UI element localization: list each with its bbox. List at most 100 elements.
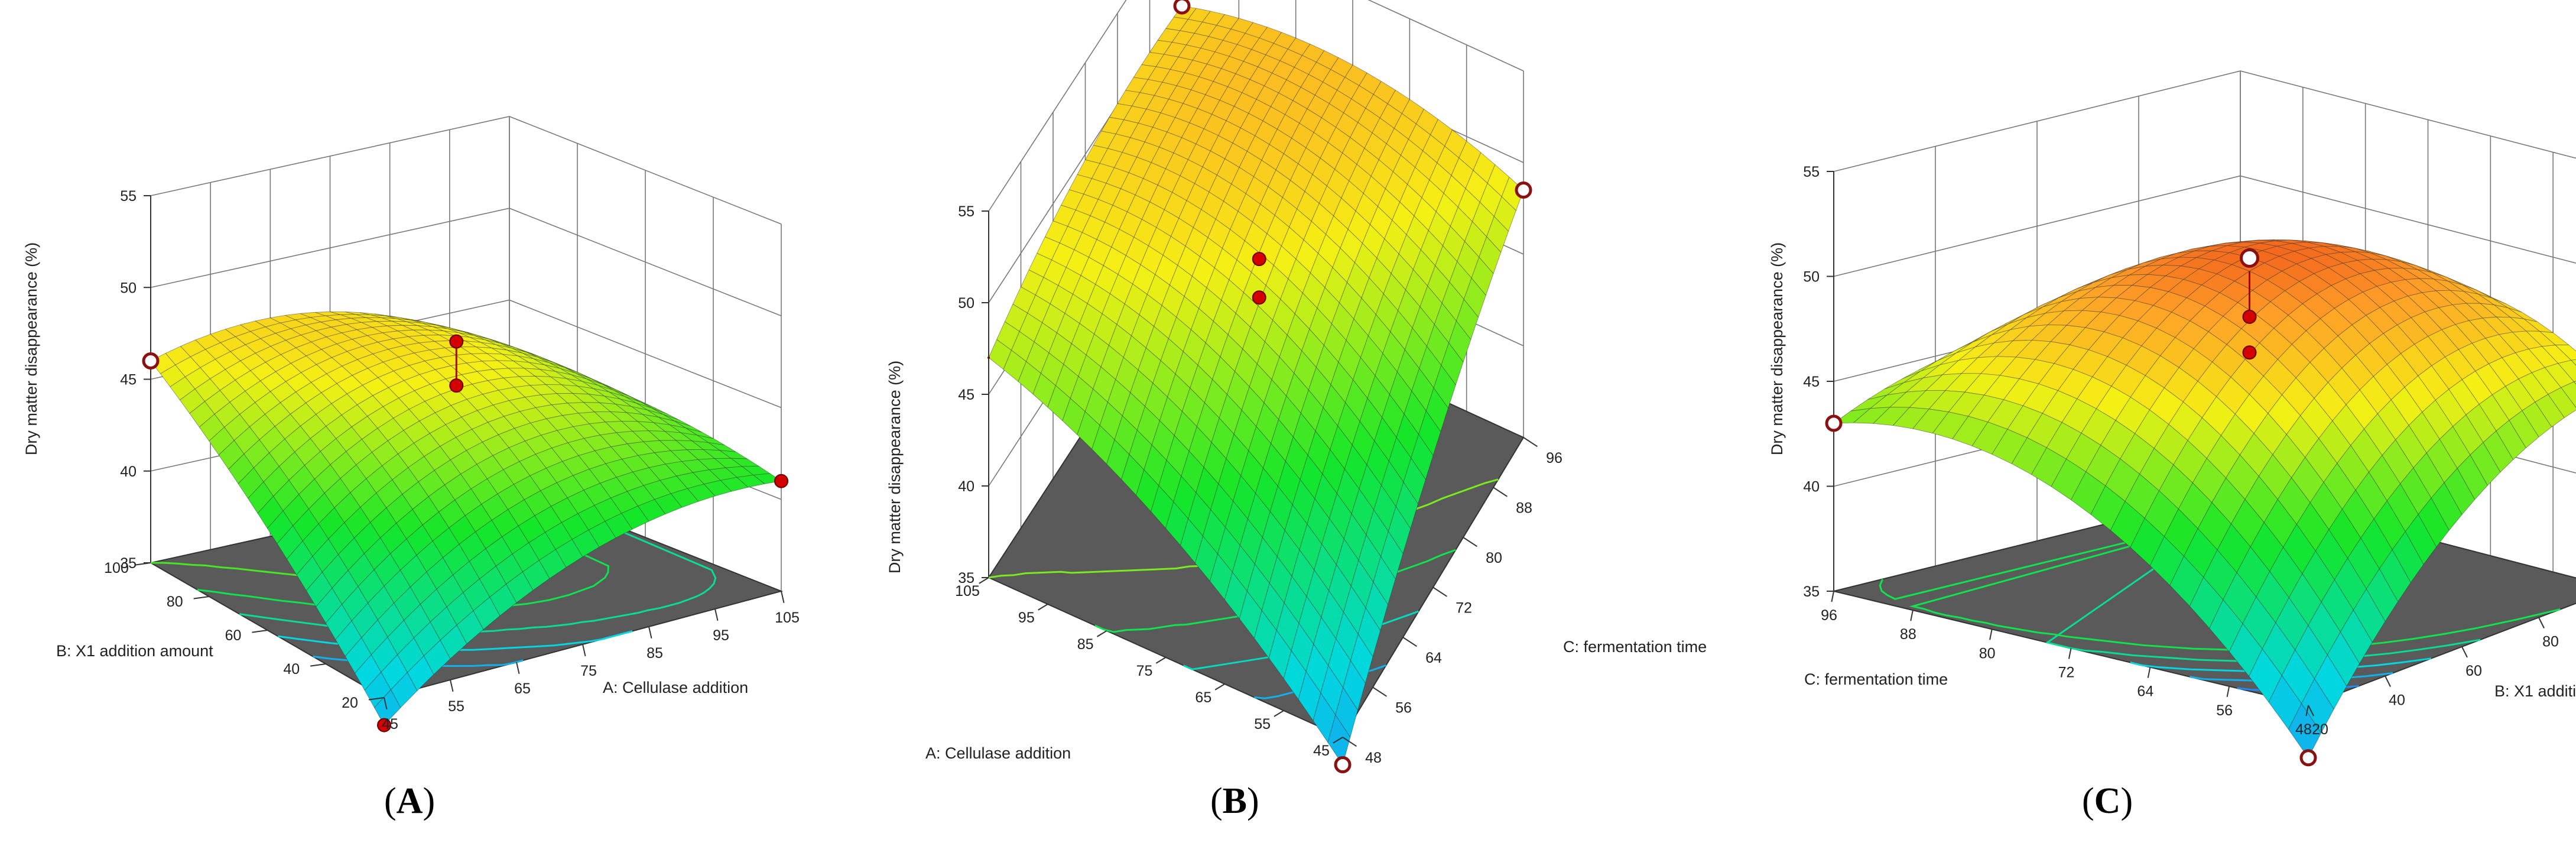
y-tick-mark xyxy=(252,630,268,633)
y-tick-label: 80 xyxy=(167,594,183,610)
panel-label-c: (C) xyxy=(2082,781,2133,821)
panel-label-b: (B) xyxy=(1210,781,1259,821)
design-point xyxy=(1825,414,1843,432)
y-tick-label: 40 xyxy=(283,661,300,678)
surface-plot-a: 35 40 45 50 55 45 55 65 75 85 95 105 20 40 60 80 100 Dry … xyxy=(22,116,800,732)
y-tick-label: 20 xyxy=(2312,721,2328,738)
y-tick-mark xyxy=(1372,686,1387,697)
surface-plot-c: 35404550554856647280889620406080100Dry m… xyxy=(1768,70,2576,767)
y-tick-label: 80 xyxy=(1486,550,1502,566)
design-point xyxy=(2242,309,2257,324)
x-axis-title: A: Cellulase addition xyxy=(925,744,1071,762)
design-points xyxy=(987,0,1532,773)
y-tick-mark xyxy=(1463,537,1477,547)
x-tick-label: 96 xyxy=(1821,607,1837,624)
z-tick-label: 55 xyxy=(120,188,137,205)
y-tick-mark xyxy=(368,697,385,701)
z-tick-label: 50 xyxy=(120,280,137,296)
z-tick-label: 40 xyxy=(958,478,974,495)
z-tick-label: 45 xyxy=(1803,374,1820,390)
x-tick-mark xyxy=(1831,591,1834,602)
x-tick-label: 55 xyxy=(1254,716,1271,732)
y-tick-label: 96 xyxy=(1546,450,1563,466)
design-points xyxy=(142,334,788,732)
design-point xyxy=(2240,248,2259,268)
x-tick-label: 48 xyxy=(2295,721,2312,738)
x-tick-mark xyxy=(2305,705,2309,717)
wall-gridline xyxy=(150,116,782,225)
x-tick-label: 75 xyxy=(580,663,597,679)
z-axis-title: Dry matter disappearance (%) xyxy=(22,242,40,455)
x-tick-label: 75 xyxy=(1136,663,1153,679)
y-tick-mark xyxy=(2461,646,2468,658)
y-tick-label: 40 xyxy=(2389,692,2405,709)
y-tick-label: 88 xyxy=(1516,500,1532,517)
x-tick-label: 65 xyxy=(514,680,531,697)
design-point xyxy=(377,718,391,732)
tick-labels: 35 40 45 50 55 45 55 65 75 85 95 105 48 56 64 72 80 88 96 xyxy=(955,203,1563,766)
x-tick-mark xyxy=(714,608,719,621)
design-point xyxy=(449,378,464,393)
response-surface xyxy=(150,311,782,726)
z-tick-label: 50 xyxy=(958,295,974,312)
x-tick-label: 65 xyxy=(1195,689,1211,706)
design-point xyxy=(2299,749,2317,767)
z-axis-title: Dry matter disappearance (%) xyxy=(886,361,904,573)
z-tick-label: 55 xyxy=(958,203,974,220)
x-tick-label: 105 xyxy=(955,583,980,599)
design-point xyxy=(2242,345,2257,360)
surface-plot-b: 35 40 45 50 55 45 55 65 75 85 95 105 48 56 64 72 80 88 96 D… xyxy=(886,0,1707,773)
response-surface xyxy=(1833,239,2576,759)
y-tick-label: 80 xyxy=(2542,634,2559,650)
x-tick-label: 95 xyxy=(1018,610,1035,626)
y-tick-mark xyxy=(1523,437,1538,448)
x-tick-mark xyxy=(450,679,454,692)
y-tick-mark xyxy=(310,663,326,667)
y-tick-label: 72 xyxy=(1456,600,1472,617)
x-tick-label: 55 xyxy=(448,698,464,715)
x-tick-mark xyxy=(1333,737,1343,744)
x-tick-label: 64 xyxy=(2137,683,2153,700)
response-surface xyxy=(988,5,1524,766)
x-tick-label: 72 xyxy=(2058,665,2075,681)
z-tick-label: 35 xyxy=(1803,584,1820,600)
x-tick-mark xyxy=(979,577,989,584)
y-tick-mark xyxy=(2385,676,2391,687)
x-tick-mark xyxy=(648,626,652,639)
x-tick-label: 85 xyxy=(1077,636,1094,653)
x-axis-title: A: Cellulase addition xyxy=(603,679,748,696)
design-point xyxy=(774,474,788,488)
design-point xyxy=(1515,181,1532,199)
x-tick-mark xyxy=(1155,657,1167,664)
x-tick-label: 56 xyxy=(2216,702,2233,719)
chart-panel-b: 35 40 45 50 55 45 55 65 75 85 95 105 48 56 64 72 80 88 96 D… xyxy=(859,0,1717,846)
y-axis-title: B: X1 addition amount xyxy=(2494,682,2576,700)
y-tick-mark xyxy=(1342,737,1357,747)
y-tick-label: 60 xyxy=(2465,663,2482,679)
design-point xyxy=(142,352,160,369)
x-tick-label: 45 xyxy=(382,716,398,732)
x-tick-label: 45 xyxy=(1313,743,1330,759)
x-tick-mark xyxy=(1214,683,1225,691)
tick-labels: 35404550554856647280889620406080100 xyxy=(1803,164,2559,738)
chart-panel-a: 35 40 45 50 55 45 55 65 75 85 95 105 20 40 60 80 100 Dry … xyxy=(0,0,859,846)
x-tick-mark xyxy=(1910,610,1914,621)
x-tick-label: 105 xyxy=(775,610,800,626)
y-tick-mark xyxy=(2538,617,2545,628)
y-tick-mark xyxy=(1493,487,1508,497)
x-tick-mark xyxy=(1038,604,1048,611)
x-tick-mark xyxy=(2068,648,2072,659)
design-point xyxy=(1252,252,1266,267)
wall-gridline xyxy=(150,208,782,316)
y-tick-mark xyxy=(2308,705,2314,717)
design-point xyxy=(1334,756,1352,773)
y-tick-label: 60 xyxy=(225,627,242,644)
x-axis-title: C: fermentation time xyxy=(1804,670,1948,688)
x-tick-mark xyxy=(582,644,586,657)
panel-label-a: (A) xyxy=(384,781,436,821)
y-tick-label: 100 xyxy=(104,560,129,576)
y-tick-mark xyxy=(1402,637,1417,647)
z-tick-label: 50 xyxy=(1803,269,1820,286)
x-tick-mark xyxy=(516,662,520,675)
y-tick-mark xyxy=(193,596,209,599)
